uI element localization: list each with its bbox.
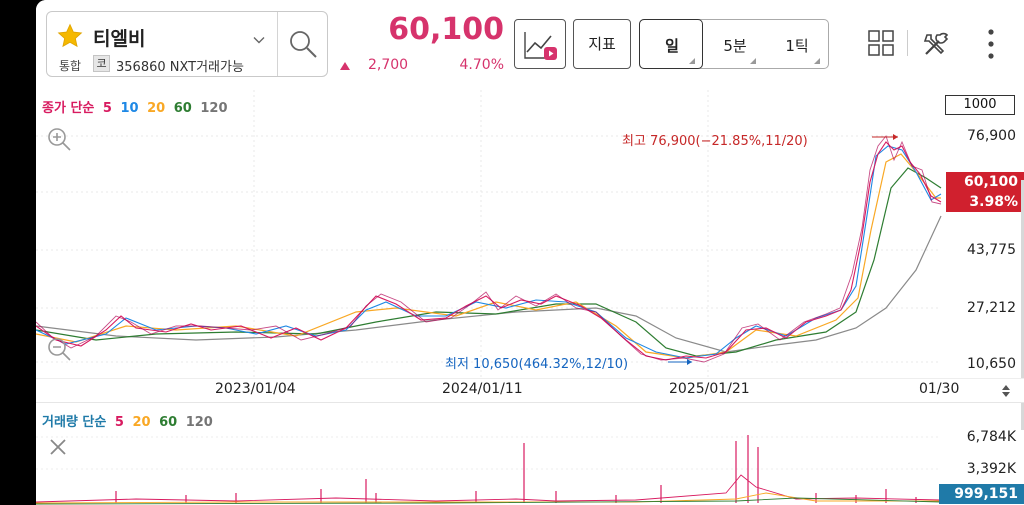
legend-ma10: 10 <box>120 101 139 116</box>
stock-name: 티엘비 <box>93 28 146 50</box>
x-label: 2023/01/04 <box>215 381 296 397</box>
layout-grid-icon[interactable] <box>868 30 894 56</box>
divider <box>907 30 908 56</box>
stock-selector[interactable]: 티엘비 통합 코 356860 NXT거래가능 <box>46 11 328 77</box>
x-label: 01/30 <box>919 381 960 397</box>
legend-ma60: 60 <box>173 101 192 116</box>
indicator-button[interactable]: 지표 <box>573 19 631 69</box>
legend-ma120: 120 <box>200 101 228 116</box>
tools-icon[interactable] <box>922 30 950 58</box>
current-price-tag: 60,100 <box>946 172 1024 192</box>
more-vertical-icon[interactable] <box>986 28 996 60</box>
high-annotation: 최고 76,900(−21.85%,11/20) <box>622 134 808 149</box>
favorite-star-icon[interactable] <box>57 23 83 49</box>
period-1tick-menu-icon <box>814 58 820 64</box>
current-change-tag: 3.98% <box>946 192 1024 212</box>
volume-chart-svg <box>36 435 942 505</box>
price-chart-svg <box>36 90 942 378</box>
x-label: 2024/01/11 <box>442 381 523 397</box>
price-legend: 종가 단순 5 10 20 60 120 <box>42 97 232 116</box>
tab-period-day[interactable]: 일 <box>665 37 679 55</box>
price-ma10-line <box>36 145 942 359</box>
stock-chart-screen: 티엘비 통합 코 356860 NXT거래가능 60,100 2,700 4.7… <box>36 0 1024 505</box>
low-marker <box>668 359 692 365</box>
volume-y-label-mid: 3,392K <box>966 461 1016 477</box>
volume-ma60-line <box>36 497 942 505</box>
market-label: 통합 <box>59 59 82 73</box>
axis-sort-icon[interactable] <box>999 384 1013 398</box>
x-axis: 2023/01/04 2024/01/11 2025/01/21 01/30 <box>36 378 1024 402</box>
price-change: 2,700 <box>368 57 409 73</box>
volume-chart-panel[interactable]: 거래량 단순 5 20 60 120 6,784K 3,392K 999,151 <box>36 402 1024 505</box>
tab-period-5min[interactable]: 5분 <box>723 37 747 55</box>
stock-code: 356860 NXT거래가능 <box>116 60 244 75</box>
y-label-high: 76,900 <box>967 128 1016 144</box>
legend-vol-ma20: 20 <box>132 415 151 430</box>
volume-legend-title: 거래량 단순 <box>42 415 107 430</box>
volume-legend: 거래량 단순 5 20 60 120 <box>42 411 217 430</box>
zoom-out-icon[interactable] <box>46 336 72 362</box>
low-annotation: 최저 10,650(464.32%,12/10) <box>445 357 629 372</box>
x-label: 2025/01/21 <box>669 381 750 397</box>
price-legend-title: 종가 단순 <box>42 101 95 116</box>
current-volume-tag: 999,151 <box>939 484 1024 504</box>
price-change-percent: 4.70% <box>459 57 504 73</box>
code-badge: 코 <box>93 55 110 72</box>
divider <box>277 12 278 76</box>
period-selector: 일 5분 1틱 <box>639 19 829 69</box>
period-5min-menu-icon <box>750 58 756 64</box>
legend-ma5: 5 <box>102 101 112 116</box>
y-label-low: 10,650 <box>967 356 1016 372</box>
up-arrow-icon <box>340 62 350 70</box>
chevron-down-icon[interactable] <box>253 34 265 46</box>
tab-period-1tick[interactable]: 1틱 <box>785 37 809 55</box>
legend-vol-ma5: 5 <box>114 415 124 430</box>
legend-vol-ma60: 60 <box>159 415 178 430</box>
chart-play-icon <box>524 32 557 60</box>
zoom-in-icon[interactable] <box>46 126 72 152</box>
price-ma5-line <box>36 141 942 361</box>
y-label-mid-lower: 27,212 <box>967 300 1016 316</box>
chart-type-button[interactable] <box>514 19 566 69</box>
volume-y-label-high: 6,784K <box>966 429 1016 445</box>
close-icon[interactable] <box>48 437 68 457</box>
current-price: 60,100 <box>388 12 504 47</box>
zoom-level-box[interactable]: 1000 <box>945 95 1015 115</box>
volume-ma20-line <box>36 492 941 504</box>
legend-ma20: 20 <box>147 101 166 116</box>
high-marker <box>872 134 898 140</box>
search-icon[interactable] <box>287 28 319 60</box>
period-day-menu-icon <box>689 58 695 64</box>
header-bar: 티엘비 통합 코 356860 NXT거래가능 60,100 2,700 4.7… <box>36 0 1024 90</box>
price-close-line <box>36 135 942 363</box>
y-label-mid-upper: 43,775 <box>967 242 1016 258</box>
vertical-scrollbar[interactable] <box>1021 180 1024 430</box>
period-selected-outline <box>639 19 703 69</box>
legend-vol-ma120: 120 <box>185 415 213 430</box>
price-ma120-line <box>36 215 942 353</box>
price-chart-panel[interactable]: 종가 단순 5 10 20 60 120 1000 76,900 43,775 … <box>36 90 1024 430</box>
